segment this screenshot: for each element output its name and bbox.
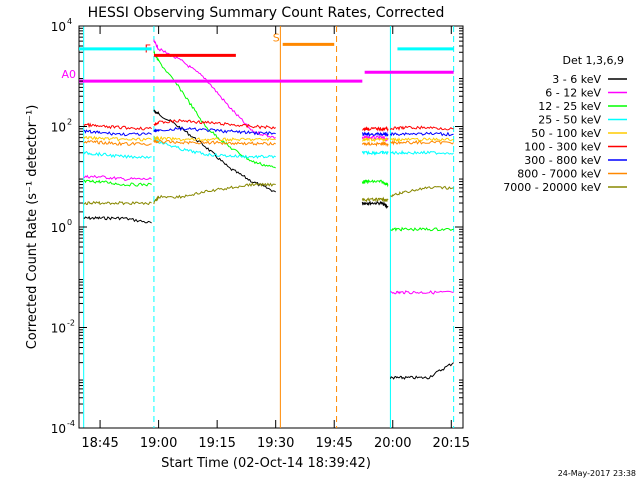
- series-line: [361, 178, 389, 188]
- series-line: [83, 179, 152, 187]
- legend-entry-label: 800 - 7000 keV: [517, 168, 601, 181]
- series-line: [153, 39, 276, 139]
- legend-entry-label: 7000 - 20000 keV: [503, 181, 601, 194]
- y-tick-label: 10: [51, 322, 66, 336]
- series-line: [361, 134, 389, 142]
- x-tick-label: 20:15: [433, 436, 470, 451]
- legend-entry-label: 100 - 300 keV: [524, 141, 601, 154]
- y-tick-label: 10: [51, 422, 66, 436]
- series-line: [390, 139, 454, 146]
- y-tick-label: 10: [51, 20, 66, 34]
- y-tick-exponent: 4: [67, 17, 72, 26]
- flag-bars: FSA0: [61, 31, 454, 83]
- series-line: [361, 131, 389, 138]
- flag-bar-label: A0: [61, 68, 76, 81]
- series-line: [153, 118, 276, 130]
- vertical-markers: [83, 26, 455, 428]
- y-tick-exponent: -4: [67, 419, 75, 428]
- legend-entry-label: 300 - 800 keV: [524, 154, 601, 167]
- x-axis-ticks: 18:45 19:00 19:15 19:30 19:45 20:00 20:15: [81, 26, 470, 451]
- y-tick-exponent: -2: [67, 319, 75, 328]
- series-line: [390, 290, 454, 295]
- y-tick-exponent: 0: [67, 218, 72, 227]
- series-group: [83, 39, 454, 380]
- series-line: [361, 141, 389, 148]
- chart-title: HESSI Observing Summary Count Rates, Cor…: [88, 5, 445, 21]
- series-line: [83, 140, 152, 147]
- plot-frame: [78, 25, 464, 429]
- y-tick-label: 10: [51, 121, 66, 135]
- series-line: [83, 150, 152, 160]
- series-line: [362, 126, 389, 132]
- series-line: [153, 182, 276, 205]
- series-line: [153, 135, 276, 159]
- series-line: [389, 362, 454, 380]
- legend-title: Det 1,3,6,9: [562, 54, 624, 67]
- series-line: [361, 196, 389, 203]
- series-line: [83, 215, 152, 224]
- x-tick-label: 20:00: [374, 436, 411, 451]
- legend-entry-label: 12 - 25 keV: [538, 100, 601, 113]
- series-line: [361, 200, 389, 210]
- series-line: [83, 122, 152, 131]
- series-line: [390, 137, 454, 143]
- legend-entry-label: 25 - 50 keV: [538, 114, 601, 127]
- series-line: [153, 135, 276, 143]
- series-line: [389, 131, 454, 137]
- x-tick-label: 19:15: [198, 436, 235, 451]
- series-line: [83, 174, 152, 182]
- series-line: [153, 139, 276, 146]
- legend-entry-label: 50 - 100 keV: [531, 127, 601, 140]
- series-line: [390, 185, 454, 198]
- legend-entry-label: 3 - 6 keV: [552, 73, 601, 86]
- x-tick-label: 19:45: [315, 436, 352, 451]
- legend-entry-label: 6 - 12 keV: [545, 87, 601, 100]
- series-line: [390, 149, 454, 155]
- y-tick-exponent: 2: [67, 118, 72, 127]
- y-axis-label: Corrected Count Rate (s⁻¹ detector⁻¹): [25, 105, 40, 350]
- series-line: [389, 125, 454, 131]
- flag-bar-label: S: [273, 31, 280, 44]
- series-line: [361, 136, 389, 143]
- footer-timestamp: 24-May-2017 23:38: [558, 469, 636, 478]
- series-line: [153, 50, 276, 169]
- series-line: [153, 109, 276, 193]
- x-tick-label: 19:00: [140, 436, 177, 451]
- y-tick-label: 10: [51, 221, 66, 235]
- series-line: [153, 126, 276, 137]
- x-tick-label: 19:30: [257, 436, 294, 451]
- series-line: [390, 226, 454, 232]
- series-line: [361, 150, 389, 156]
- series-line: [83, 129, 152, 137]
- x-axis-label: Start Time (02-Oct-14 18:39:42): [161, 456, 371, 471]
- series-line: [83, 200, 152, 206]
- x-tick-label: 18:45: [81, 436, 118, 451]
- series-line: [83, 135, 152, 142]
